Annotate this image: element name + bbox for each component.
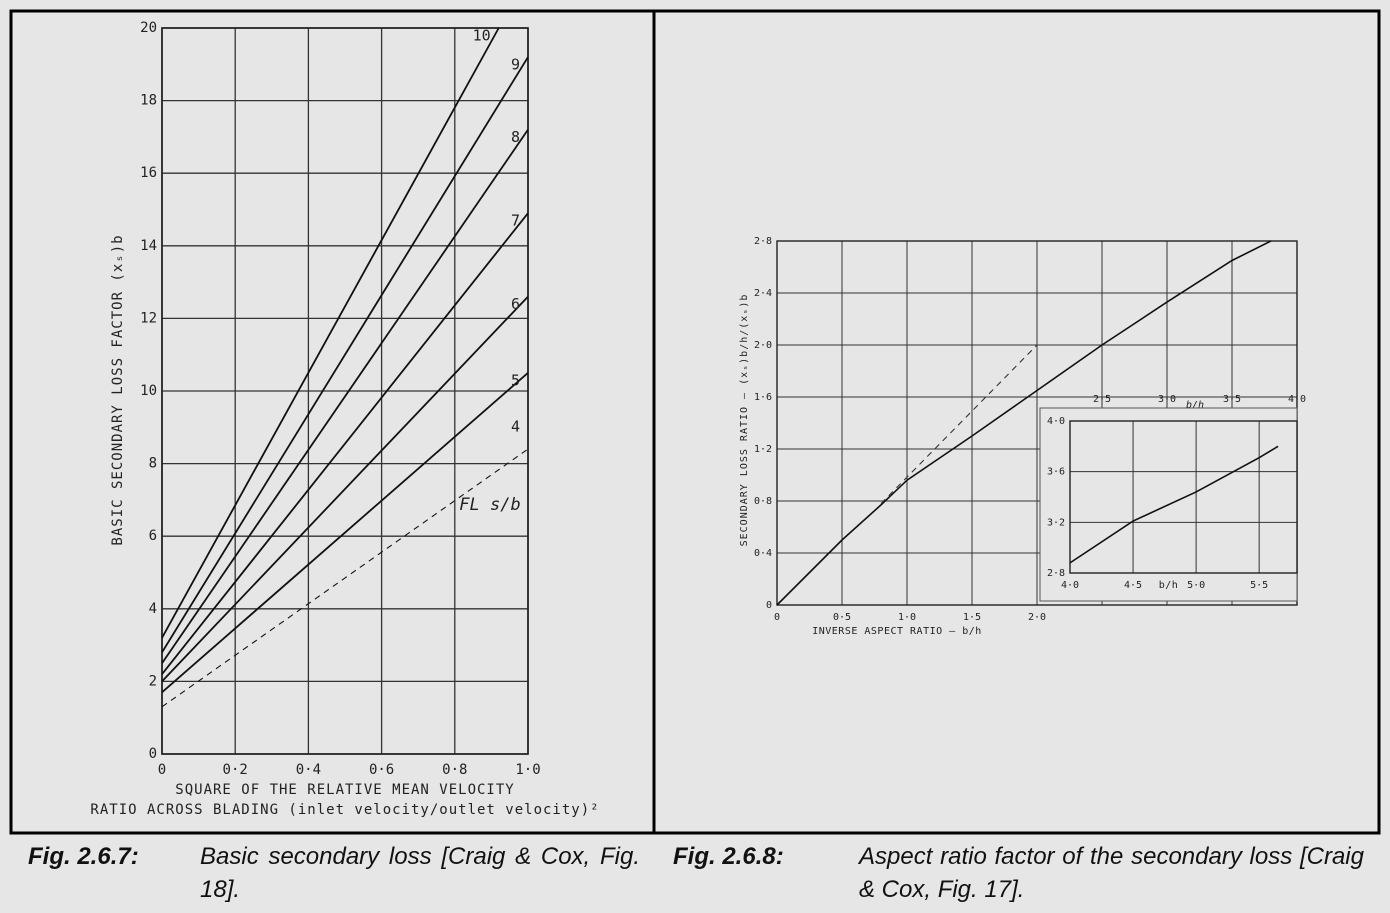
x-tick-label: 0·5: [833, 612, 851, 623]
y-tick-label: 4·0: [1047, 416, 1065, 427]
y-tick-label: 4: [149, 601, 157, 617]
y-tick-label: 2·8: [754, 236, 772, 247]
series-label: 9: [511, 56, 520, 74]
plot-frame: [1069, 420, 1298, 574]
y-tick-label: 14: [140, 238, 157, 254]
caption-label: Fig. 2.6.7:: [28, 843, 139, 870]
x-tick-label: 5·5: [1250, 580, 1268, 591]
x-tick-label: 0·8: [442, 762, 467, 778]
y-tick-label: 0·8: [754, 496, 772, 507]
x-axis-label: b/h: [1159, 580, 1179, 591]
x-tick-label: 1·0: [515, 762, 540, 778]
x-tick-label: 0: [158, 762, 166, 778]
x-tick-label: 4·5: [1124, 580, 1142, 591]
x-tick-label: 0: [774, 612, 780, 623]
data-line: [776, 240, 1272, 606]
y-tick-label: 0: [766, 600, 772, 611]
y-axis-label: SECONDARY LOSS RATIO — (xₛ)b/h/(xₛ)b: [739, 294, 750, 547]
data-line: [161, 212, 529, 675]
data-line: [161, 27, 500, 639]
x-tick-label: 0·6: [369, 762, 394, 778]
y-tick-label: 2·0: [754, 340, 772, 351]
data-line: [880, 344, 1038, 504]
y-tick-label: 0: [149, 746, 157, 762]
x-tick-label: 0·2: [223, 762, 248, 778]
data-line: [161, 448, 529, 708]
y-tick-label: 2·8: [1047, 568, 1065, 579]
x-axis-label: INVERSE ASPECT RATIO — b/h: [812, 626, 982, 637]
y-tick-label: 8: [149, 456, 157, 472]
y-tick-label: 3·6: [1047, 467, 1065, 478]
caption-text: Aspect ratio factor of the secondary los…: [859, 843, 1364, 903]
y-tick-label: 20: [140, 20, 157, 36]
y-tick-label: 10: [140, 383, 157, 399]
y-tick-label: 1·2: [754, 444, 772, 455]
x-tick-label: 2·5: [1093, 394, 1111, 405]
series-label: 7: [511, 212, 520, 230]
data-line: [161, 372, 529, 693]
x-axis-label: SQUARE OF THE RELATIVE MEAN VELOCITY: [175, 782, 514, 798]
annotation: b/h: [1186, 400, 1204, 411]
x-axis-label: RATIO ACROSS BLADING (inlet velocity/out…: [90, 802, 599, 818]
x-tick-label: 3·0: [1158, 394, 1176, 405]
y-tick-label: 6: [149, 528, 157, 544]
y-tick-label: 3·2: [1047, 517, 1065, 528]
series-label: 10: [473, 27, 491, 45]
y-tick-label: 0·4: [754, 548, 772, 559]
caption-label: Fig. 2.6.8:: [673, 843, 784, 870]
series-label: 4: [511, 418, 520, 436]
y-tick-label: 12: [140, 310, 157, 326]
series-label: 8: [511, 128, 520, 146]
data-line: [161, 295, 529, 683]
x-tick-label: 5·0: [1187, 580, 1205, 591]
x-tick-label: 3·5: [1223, 394, 1241, 405]
x-tick-label: 1·0: [898, 612, 916, 623]
y-axis-label: BASIC SECONDARY LOSS FACTOR (xₛ)b: [110, 234, 126, 545]
series-label: 6: [511, 295, 520, 313]
data-line: [161, 129, 529, 664]
y-tick-label: 18: [140, 93, 157, 109]
y-tick-label: 2·4: [754, 288, 772, 299]
x-tick-label: 0·4: [296, 762, 321, 778]
y-tick-label: 2: [149, 673, 157, 689]
data-line: [1069, 445, 1279, 564]
plot-frame: [161, 27, 529, 755]
caption-text: Basic secondary loss [Craig & Cox, Fig. …: [200, 843, 640, 903]
x-tick-label: 4·0: [1061, 580, 1079, 591]
y-tick-label: 16: [140, 165, 157, 181]
figure-frame: [9, 9, 1381, 835]
x-tick-label: 1·5: [963, 612, 981, 623]
data-line: [161, 56, 529, 653]
series-label: 5: [511, 371, 520, 389]
annotation: FL s/b: [459, 495, 520, 515]
y-tick-label: 1·6: [754, 392, 772, 403]
x-tick-label: 2·0: [1028, 612, 1046, 623]
